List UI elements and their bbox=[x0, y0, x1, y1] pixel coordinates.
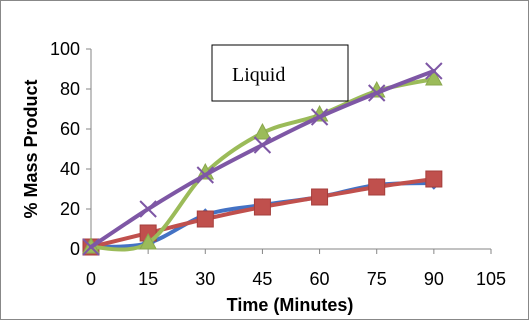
series-3-point bbox=[425, 68, 443, 86]
series-2-point bbox=[253, 198, 271, 216]
x-tick-label: 45 bbox=[252, 269, 272, 289]
series-layer bbox=[82, 62, 443, 256]
series-4 bbox=[82, 62, 443, 256]
legend: Liquid bbox=[211, 44, 349, 102]
x-tick-label: 60 bbox=[310, 269, 330, 289]
series-4-point bbox=[196, 166, 214, 184]
series-4-point bbox=[310, 108, 329, 126]
series-4-point bbox=[368, 84, 386, 102]
series-2-point bbox=[311, 188, 329, 206]
y-tick-label: 60 bbox=[60, 119, 80, 139]
legend-box bbox=[211, 44, 349, 102]
x-tick-label: 0 bbox=[86, 269, 96, 289]
series-4-point bbox=[425, 62, 443, 80]
y-tick-label: 100 bbox=[50, 39, 80, 59]
series-2-point bbox=[425, 170, 443, 188]
axes: 0 20 40 60 80 100 0 15 30 45 60 75 90 105 bbox=[50, 39, 506, 289]
series-4-point bbox=[82, 238, 100, 256]
y-axis-title: % Mass Product bbox=[21, 79, 41, 218]
y-tick-label: 0 bbox=[70, 239, 80, 259]
series-2-point bbox=[196, 210, 214, 228]
series-2-point bbox=[368, 178, 386, 196]
series-4-point bbox=[139, 200, 157, 218]
series-4-point bbox=[253, 136, 272, 154]
x-tick-label: 90 bbox=[424, 269, 444, 289]
x-tick-label: 15 bbox=[138, 269, 158, 289]
y-tick-label: 40 bbox=[60, 159, 80, 179]
x-axis-title: Time (Minutes) bbox=[227, 295, 354, 315]
x-tick-label: 30 bbox=[195, 269, 215, 289]
legend-label: Liquid bbox=[232, 64, 285, 86]
x-tick-label: 105 bbox=[476, 269, 506, 289]
x-tick-label: 75 bbox=[367, 269, 387, 289]
y-tick-label: 80 bbox=[60, 79, 80, 99]
y-tick-label: 20 bbox=[60, 199, 80, 219]
series-3-point bbox=[139, 232, 157, 250]
series-3-point bbox=[253, 122, 272, 140]
